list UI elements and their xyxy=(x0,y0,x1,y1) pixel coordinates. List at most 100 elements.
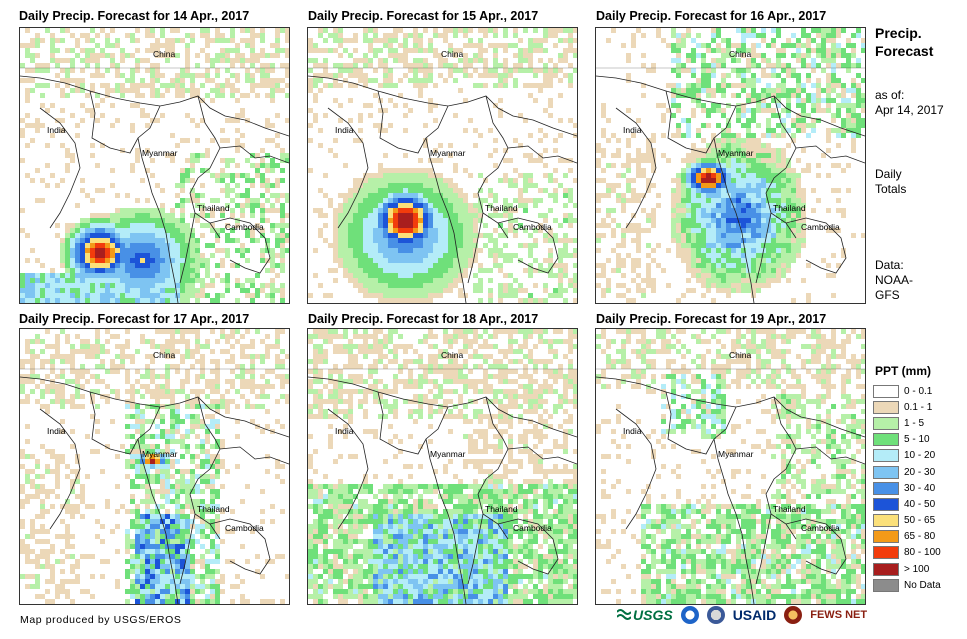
legend-item: 30 - 40 xyxy=(873,480,941,496)
as-of-date: as of: Apr 14, 2017 xyxy=(875,88,944,118)
usgs-logo-text: USGS xyxy=(633,607,673,623)
as-of-value: Apr 14, 2017 xyxy=(875,103,944,117)
legend-label: 40 - 50 xyxy=(904,498,936,510)
dos-seal-icon xyxy=(706,606,725,624)
totals-label: Totals xyxy=(875,182,907,196)
country-label-myanmar: Myanmar xyxy=(430,449,466,459)
fews-net-logo: FEWS NET xyxy=(810,609,868,621)
legend-label: No Data xyxy=(904,579,941,591)
legend-swatch xyxy=(873,530,899,544)
panel-title-2: Daily Precip. Forecast for 15 Apr., 2017 xyxy=(308,9,539,23)
country-label-india: India xyxy=(47,426,66,436)
data-source-line3: GFS xyxy=(875,288,900,302)
country-label-india: India xyxy=(335,125,354,135)
legend-label: 80 - 100 xyxy=(904,547,941,559)
daily-totals: Daily Totals xyxy=(875,167,906,197)
country-label-china: China xyxy=(441,350,464,360)
legend-label: 65 - 80 xyxy=(904,531,936,543)
country-label-cambodia: Cambodia xyxy=(801,523,840,533)
country-label-india: India xyxy=(47,125,66,135)
usaid-logo: USAID xyxy=(732,607,777,623)
precip-raster xyxy=(20,329,289,604)
country-label-india: India xyxy=(335,426,354,436)
sidebar-title-line2: Forecast xyxy=(875,43,934,59)
country-label-thailand: Thailand xyxy=(773,203,806,213)
legend-swatch xyxy=(873,546,899,560)
data-source-label: Data: xyxy=(875,258,904,272)
panel-title-3: Daily Precip. Forecast for 16 Apr., 2017 xyxy=(596,9,827,23)
legend-item: 50 - 65 xyxy=(873,513,941,529)
legend-item: 5 - 10 xyxy=(873,432,941,448)
panel-title-1: Daily Precip. Forecast for 14 Apr., 2017 xyxy=(19,9,250,23)
legend-item: 40 - 50 xyxy=(873,496,941,512)
country-label-cambodia: Cambodia xyxy=(513,222,552,232)
usgs-wave-icon xyxy=(617,609,631,620)
legend-item: No Data xyxy=(873,577,941,593)
precip-raster xyxy=(596,28,865,303)
legend-item: 0.1 - 1 xyxy=(873,399,941,415)
map-panel-4: China India Myanmar Thailand Cambodia xyxy=(19,328,290,605)
legend-item: 1 - 5 xyxy=(873,415,941,431)
country-label-myanmar: Myanmar xyxy=(142,449,178,459)
legend-label: 5 - 10 xyxy=(904,434,930,446)
map-panel-5: China India Myanmar Thailand Cambodia xyxy=(307,328,578,605)
legend-label: 0.1 - 1 xyxy=(904,401,933,413)
noaa-logo-icon xyxy=(680,606,699,624)
country-label-thailand: Thailand xyxy=(485,504,518,514)
precip-raster xyxy=(596,329,865,604)
country-label-myanmar: Myanmar xyxy=(718,449,754,459)
country-label-china: China xyxy=(153,350,176,360)
map-panel-2: China India Myanmar Thailand Cambodia xyxy=(307,27,578,304)
legend-swatch xyxy=(873,433,899,447)
country-label-thailand: Thailand xyxy=(773,504,806,514)
legend: 0 - 0.1 0.1 - 1 1 - 5 5 - 10 10 - 20 20 - 30 3… xyxy=(873,383,941,593)
legend-item: > 100 xyxy=(873,561,941,577)
map-panel-3: China India Myanmar Thailand Cambodia xyxy=(595,27,866,304)
legend-label: 50 - 65 xyxy=(904,515,936,527)
country-label-india: India xyxy=(623,426,642,436)
country-label-china: China xyxy=(441,49,464,59)
legend-item: 80 - 100 xyxy=(873,545,941,561)
legend-title: PPT (mm) xyxy=(875,364,932,378)
legend-label: > 100 xyxy=(904,563,930,575)
panel-title-5: Daily Precip. Forecast for 18 Apr., 2017 xyxy=(308,312,539,326)
fews-globe-icon xyxy=(784,606,803,624)
legend-item: 0 - 0.1 xyxy=(873,383,941,399)
country-label-cambodia: Cambodia xyxy=(513,523,552,533)
panel-title-6: Daily Precip. Forecast for 19 Apr., 2017 xyxy=(596,312,827,326)
legend-swatch xyxy=(873,416,899,430)
precip-raster xyxy=(20,28,289,303)
legend-item: 65 - 80 xyxy=(873,529,941,545)
precip-raster xyxy=(308,329,577,604)
country-label-myanmar: Myanmar xyxy=(718,148,754,158)
legend-swatch xyxy=(873,384,899,398)
country-label-thailand: Thailand xyxy=(197,504,230,514)
legend-swatch xyxy=(873,449,899,463)
country-label-china: China xyxy=(729,49,752,59)
country-label-thailand: Thailand xyxy=(485,203,518,213)
as-of-label: as of: xyxy=(875,88,905,102)
sidebar-title-line1: Precip. xyxy=(875,25,922,41)
country-label-myanmar: Myanmar xyxy=(430,148,466,158)
usgs-logo: USGS xyxy=(617,607,673,623)
legend-swatch xyxy=(873,497,899,511)
map-panel-6: China India Myanmar Thailand Cambodia xyxy=(595,328,866,605)
data-source-line2: NOAA- xyxy=(875,273,914,287)
legend-label: 20 - 30 xyxy=(904,466,936,478)
map-panel-1: China India Myanmar Thailand Cambodia xyxy=(19,27,290,304)
country-label-cambodia: Cambodia xyxy=(225,222,264,232)
country-label-cambodia: Cambodia xyxy=(225,523,264,533)
country-label-china: China xyxy=(153,49,176,59)
legend-swatch xyxy=(873,481,899,495)
legend-label: 30 - 40 xyxy=(904,482,936,494)
map-credit: Map produced by USGS/EROS xyxy=(20,614,182,626)
legend-item: 10 - 20 xyxy=(873,448,941,464)
logo-strip: USGS USAID FEWS NET xyxy=(617,606,867,624)
legend-item: 20 - 30 xyxy=(873,464,941,480)
legend-label: 10 - 20 xyxy=(904,450,936,462)
sidebar-title: Precip. Forecast xyxy=(875,24,933,60)
legend-label: 1 - 5 xyxy=(904,417,925,429)
legend-swatch xyxy=(873,578,899,592)
legend-label: 0 - 0.1 xyxy=(904,385,933,397)
country-label-china: China xyxy=(729,350,752,360)
